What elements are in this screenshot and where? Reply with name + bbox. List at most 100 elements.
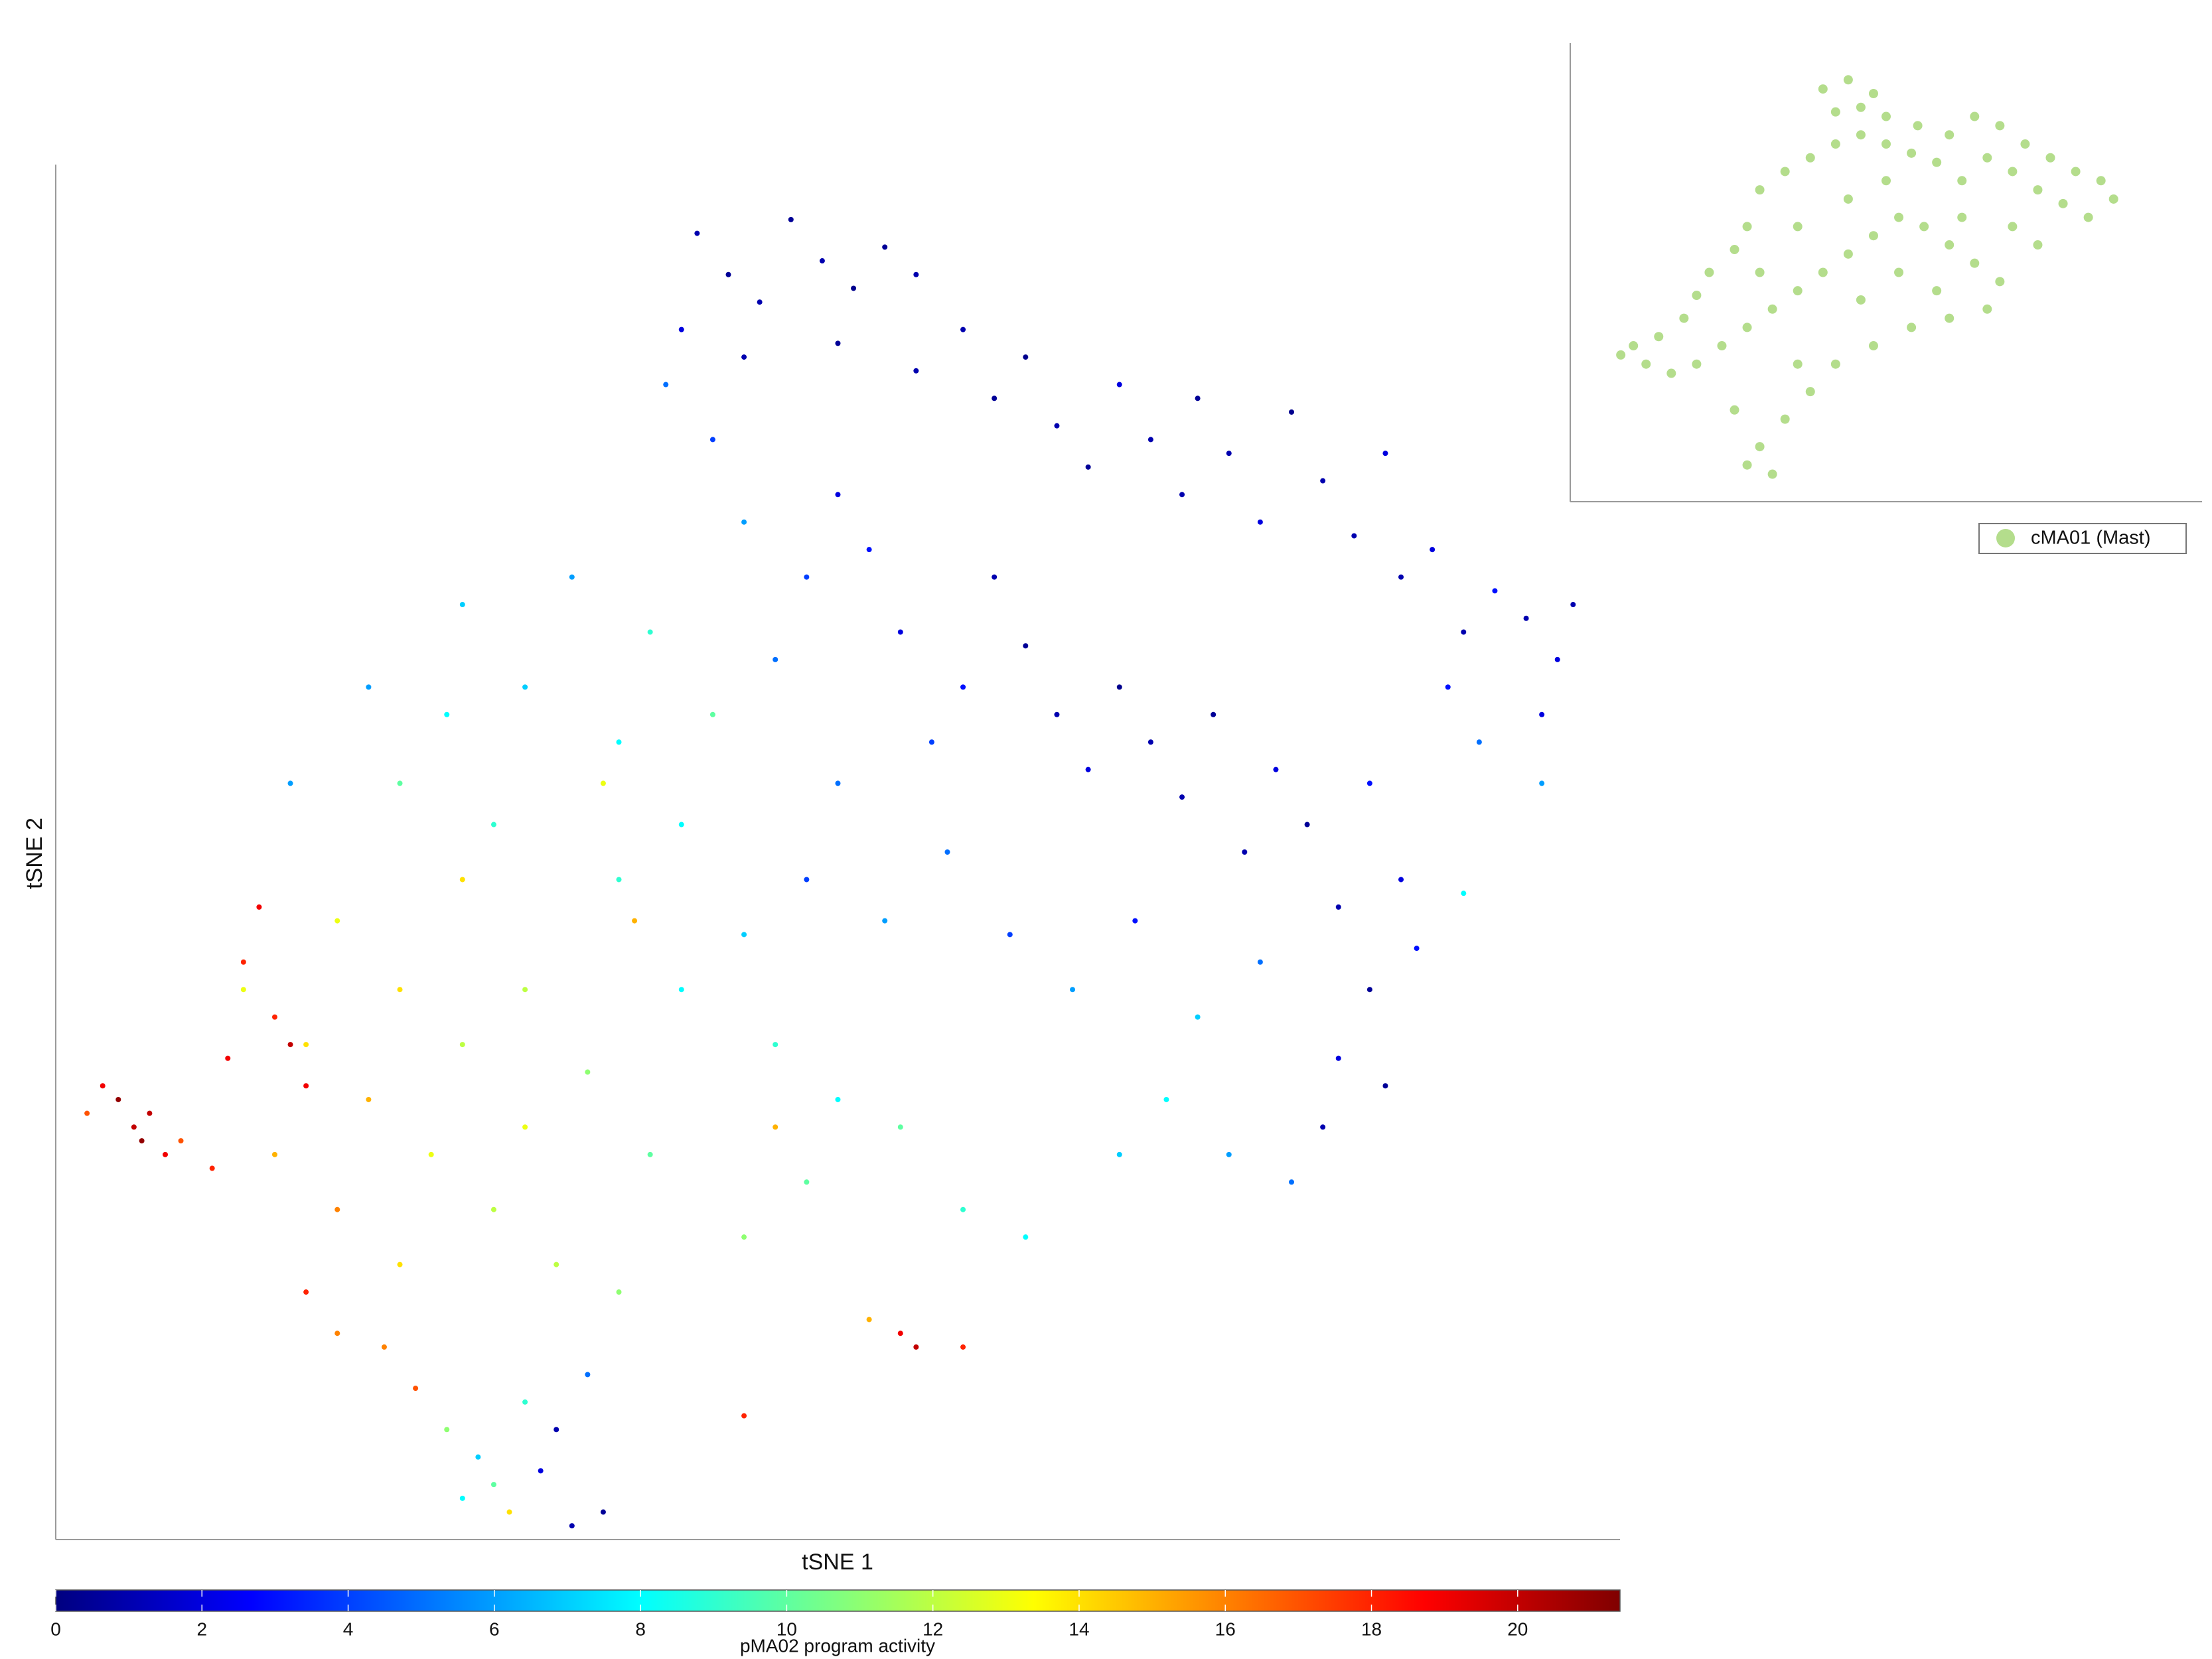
data-point — [1970, 258, 1980, 268]
data-point — [992, 574, 997, 580]
data-point — [835, 340, 841, 346]
data-point — [1692, 291, 1702, 301]
data-point — [928, 739, 934, 745]
data-point — [1755, 442, 1765, 452]
data-point — [1179, 794, 1185, 800]
data-point — [366, 1096, 372, 1102]
data-point — [960, 1206, 966, 1212]
data-point — [741, 354, 747, 360]
data-point — [1982, 304, 1992, 314]
data-point — [835, 780, 841, 786]
data-point — [600, 780, 606, 786]
data-point — [1242, 849, 1248, 855]
data-point — [1289, 409, 1295, 415]
x-axis-label: tSNE 1 — [802, 1550, 873, 1575]
data-point — [1257, 519, 1263, 525]
data-point — [1780, 414, 1790, 424]
data-point — [913, 271, 919, 277]
data-point — [1818, 84, 1828, 94]
data-point — [866, 1317, 872, 1323]
data-point — [84, 1110, 90, 1116]
data-point — [2108, 194, 2118, 204]
data-point — [2008, 222, 2018, 232]
data-point — [115, 1096, 121, 1102]
colorbar-tick-label: 2 — [196, 1619, 207, 1639]
data-point — [1147, 437, 1153, 443]
data-point — [287, 780, 293, 786]
legend-marker — [1996, 529, 2015, 547]
data-point — [271, 1151, 277, 1157]
data-point — [819, 258, 825, 264]
data-point — [2008, 167, 2018, 177]
colorbar — [55, 1589, 1621, 1612]
data-point — [522, 684, 528, 690]
data-point — [1894, 212, 1904, 222]
data-point — [1945, 240, 1954, 250]
data-point — [960, 326, 966, 332]
data-point — [1054, 711, 1060, 717]
data-point — [1273, 766, 1279, 772]
data-point — [2033, 185, 2043, 195]
data-point — [1179, 492, 1185, 498]
data-point — [1382, 451, 1388, 457]
data-point — [271, 1014, 277, 1020]
data-point — [773, 1124, 778, 1130]
data-point — [882, 244, 888, 250]
data-point — [1793, 286, 1803, 296]
data-point — [1430, 547, 1436, 553]
data-point — [1730, 405, 1739, 415]
data-point — [1351, 533, 1357, 539]
data-point — [1023, 1234, 1029, 1240]
data-point — [1366, 780, 1372, 786]
data-point — [741, 932, 747, 938]
data-point — [1257, 959, 1263, 965]
data-point — [459, 602, 465, 608]
data-point — [2058, 198, 2068, 208]
data-point — [397, 987, 403, 993]
data-point — [1554, 656, 1560, 662]
colorbar-tick-label: 16 — [1215, 1619, 1236, 1639]
data-point — [1868, 89, 1878, 99]
data-point — [1793, 359, 1803, 369]
data-point — [1730, 244, 1739, 254]
data-point — [303, 1042, 309, 1048]
data-point — [616, 1289, 622, 1295]
data-point — [1843, 75, 1853, 85]
colorbar-tick-label: 18 — [1361, 1619, 1382, 1639]
data-point — [1461, 629, 1467, 635]
data-point — [1742, 222, 1752, 232]
data-point — [1830, 107, 1840, 117]
data-point — [944, 849, 950, 855]
data-point — [1868, 231, 1878, 241]
data-point — [960, 1344, 966, 1350]
data-point — [1116, 1151, 1122, 1157]
data-point — [1335, 1055, 1341, 1061]
data-point — [851, 285, 857, 291]
colorbar-tick-label: 0 — [50, 1619, 61, 1639]
data-point — [1913, 121, 1923, 131]
data-point — [256, 904, 262, 910]
data-point — [709, 437, 715, 443]
data-point — [1616, 350, 1626, 360]
data-point — [1398, 877, 1404, 883]
data-point — [678, 822, 684, 828]
data-point — [1856, 130, 1866, 140]
data-point — [1163, 1096, 1169, 1102]
data-point — [1320, 478, 1326, 484]
data-point — [1982, 153, 1992, 163]
data-point — [616, 739, 622, 745]
data-point — [522, 1124, 528, 1130]
data-point — [709, 711, 715, 717]
data-point — [1755, 267, 1765, 277]
data-point — [773, 1042, 778, 1048]
colorbar-tick-label: 14 — [1069, 1619, 1089, 1639]
data-point — [694, 230, 700, 236]
data-point — [1289, 1179, 1295, 1185]
data-point — [569, 1523, 575, 1529]
data-point — [647, 1151, 653, 1157]
data-point — [1830, 139, 1840, 149]
data-point — [1742, 323, 1752, 332]
data-point — [663, 382, 669, 388]
data-point — [1856, 295, 1866, 305]
data-point — [303, 1289, 309, 1295]
